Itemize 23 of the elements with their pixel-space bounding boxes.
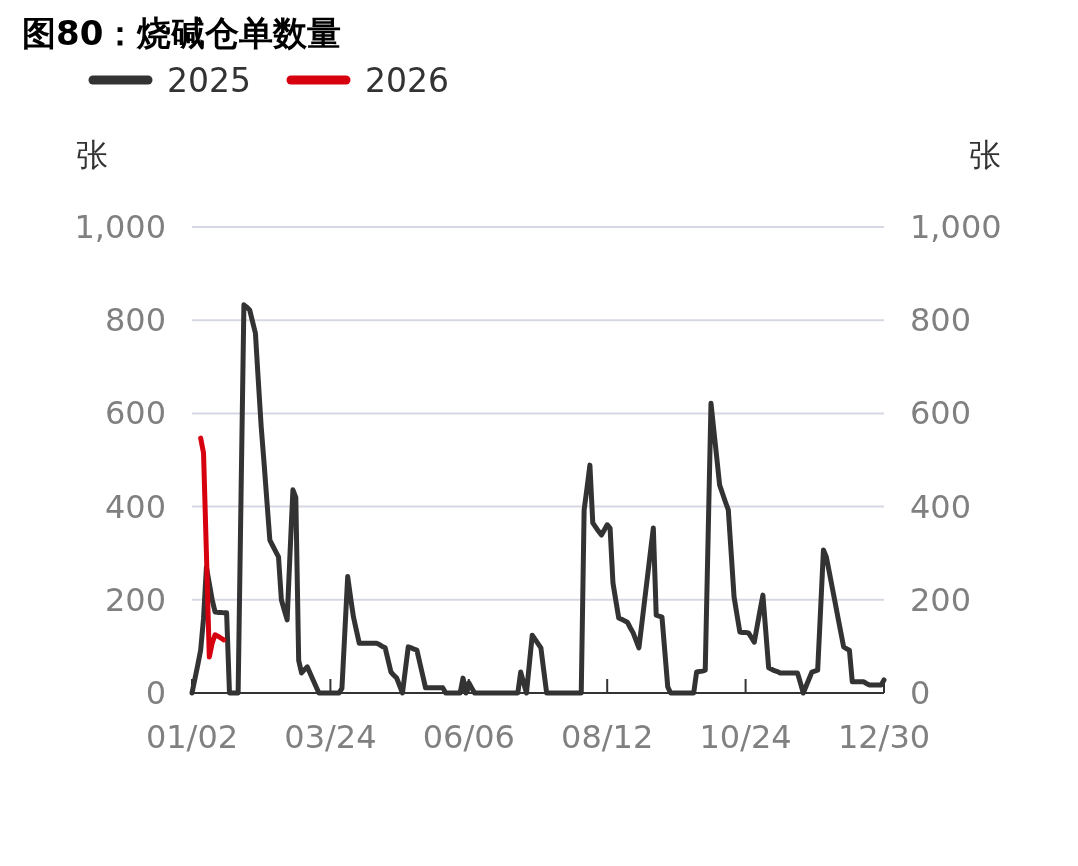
y2-axis-title: 张 xyxy=(969,136,1001,174)
x-tick-label: 06/06 xyxy=(422,718,515,756)
x-tick-label: 03/24 xyxy=(284,718,377,756)
y2-tick-label: 200 xyxy=(910,580,972,619)
y-tick-label: 400 xyxy=(104,487,166,526)
y2-tick-label: 800 xyxy=(910,301,972,340)
y-tick-label: 600 xyxy=(104,394,166,433)
y-tick-label: 800 xyxy=(104,301,166,340)
y-axis-title: 张 xyxy=(76,136,108,174)
legend-label: 2026 xyxy=(365,61,449,100)
y-tick-label: 0 xyxy=(145,674,166,712)
y2-tick-label: 400 xyxy=(910,487,972,526)
y2-tick-label: 1,000 xyxy=(910,208,1002,246)
x-tick-label: 01/02 xyxy=(145,718,239,756)
chart-title: 图80：烧碱仓单数量 xyxy=(22,13,342,53)
x-tick-label: 10/24 xyxy=(699,718,792,756)
x-tick-label: 12/30 xyxy=(837,718,931,756)
y-tick-label: 1,000 xyxy=(74,208,166,246)
y-tick-label: 200 xyxy=(104,580,166,619)
x-tick-label: 08/12 xyxy=(561,718,654,756)
y2-tick-label: 600 xyxy=(910,394,972,433)
legend-label: 2025 xyxy=(167,61,251,100)
y2-tick-label: 0 xyxy=(910,674,931,712)
